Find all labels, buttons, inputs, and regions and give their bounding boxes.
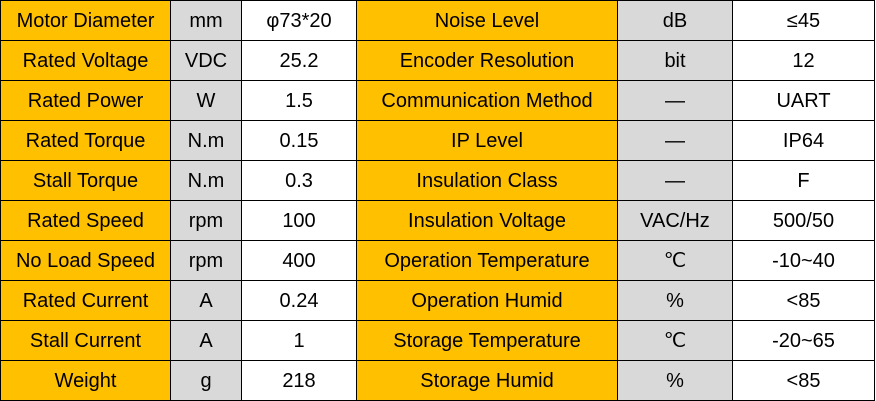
spec-unit-cell: ℃ <box>617 240 733 281</box>
spec-name-cell: Encoder Resolution <box>356 40 618 81</box>
spec-value-cell: -10~40 <box>732 240 875 281</box>
spec-name-cell: Operation Humid <box>356 280 618 321</box>
spec-value-cell: 1.5 <box>241 80 357 121</box>
spec-unit-cell: — <box>617 160 733 201</box>
spec-value-cell: <85 <box>732 280 875 321</box>
spec-name-cell: IP Level <box>356 120 618 161</box>
spec-name-cell: Insulation Voltage <box>356 200 618 241</box>
spec-unit-cell: g <box>170 360 242 401</box>
spec-value-cell: 0.24 <box>241 280 357 321</box>
spec-value-cell: F <box>732 160 875 201</box>
spec-unit-cell: A <box>170 320 242 361</box>
spec-unit-cell: A <box>170 280 242 321</box>
spec-unit-cell: bit <box>617 40 733 81</box>
table-row: Rated Voltage VDC 25.2 Encoder Resolution bi… <box>0 40 875 81</box>
table-row: Rated Current A 0.24 Operation Humid% <85 <box>0 280 875 321</box>
spec-unit-cell: N.m <box>170 120 242 161</box>
spec-unit-cell: N.m <box>170 160 242 201</box>
spec-name-cell: Storage Temperature <box>356 320 618 361</box>
spec-name-cell: Stall Torque <box>0 160 171 201</box>
table-row: No Load Speed rpm 400 Operation Temperature… <box>0 240 875 281</box>
spec-unit-cell: % <box>617 280 733 321</box>
spec-value-cell: 0.3 <box>241 160 357 201</box>
spec-unit-cell: % <box>617 360 733 401</box>
spec-name-cell: Rated Speed <box>0 200 171 241</box>
spec-value-cell: UART <box>732 80 875 121</box>
table-row: Stall Current A 1 Storage Temperature ℃ -20~6… <box>0 320 875 361</box>
spec-name-cell: Motor Diameter <box>0 0 171 41</box>
table-row: Rated Power W 1.5 Communication Method — UART <box>0 80 875 121</box>
spec-unit-cell: VAC/Hz <box>617 200 733 241</box>
spec-value-cell: IP64 <box>732 120 875 161</box>
spec-name-cell: Storage Humid <box>356 360 618 401</box>
spec-value-cell: 400 <box>241 240 357 281</box>
table-row: Stall Torque N.m 0.3 Insulation Class — F <box>0 160 875 201</box>
spec-name-cell: Weight <box>0 360 171 401</box>
table-row: Motor Diameter mm φ73*20 Noise Level dB ≤45 <box>0 0 875 41</box>
spec-value-cell: φ73*20 <box>241 0 357 41</box>
spec-value-cell: 25.2 <box>241 40 357 81</box>
table-row: Rated Torque N.m 0.15 IP Level — IP64 <box>0 120 875 161</box>
spec-name-cell: Rated Current <box>0 280 171 321</box>
spec-name-cell: Communication Method <box>356 80 618 121</box>
spec-unit-cell: mm <box>170 0 242 41</box>
spec-unit-cell: — <box>617 120 733 161</box>
spec-value-cell: 0.15 <box>241 120 357 161</box>
spec-name-cell: Noise Level <box>356 0 618 41</box>
spec-unit-cell: rpm <box>170 200 242 241</box>
spec-name-cell: Operation Temperature <box>356 240 618 281</box>
spec-name-cell: Stall Current <box>0 320 171 361</box>
spec-value-cell: ≤45 <box>732 0 875 41</box>
table-row: Rated Speed rpm 100 Insulation Voltage VAC/H… <box>0 200 875 241</box>
spec-unit-cell: W <box>170 80 242 121</box>
spec-name-cell: No Load Speed <box>0 240 171 281</box>
spec-value-cell: <85 <box>732 360 875 401</box>
spec-value-cell: 1 <box>241 320 357 361</box>
spec-value-cell: 218 <box>241 360 357 401</box>
table-row: Weight g 218 Storage Humid% <85 <box>0 360 875 401</box>
spec-unit-cell: ℃ <box>617 320 733 361</box>
spec-name-cell: Rated Power <box>0 80 171 121</box>
spec-name-cell: Insulation Class <box>356 160 618 201</box>
spec-unit-cell: VDC <box>170 40 242 81</box>
spec-name-cell: Rated Torque <box>0 120 171 161</box>
spec-value-cell: -20~65 <box>732 320 875 361</box>
spec-value-cell: 500/50 <box>732 200 875 241</box>
spec-unit-cell: dB <box>617 0 733 41</box>
spec-unit-cell: — <box>617 80 733 121</box>
spec-value-cell: 12 <box>732 40 875 81</box>
spec-name-cell: Rated Voltage <box>0 40 171 81</box>
spec-value-cell: 100 <box>241 200 357 241</box>
spec-unit-cell: rpm <box>170 240 242 281</box>
